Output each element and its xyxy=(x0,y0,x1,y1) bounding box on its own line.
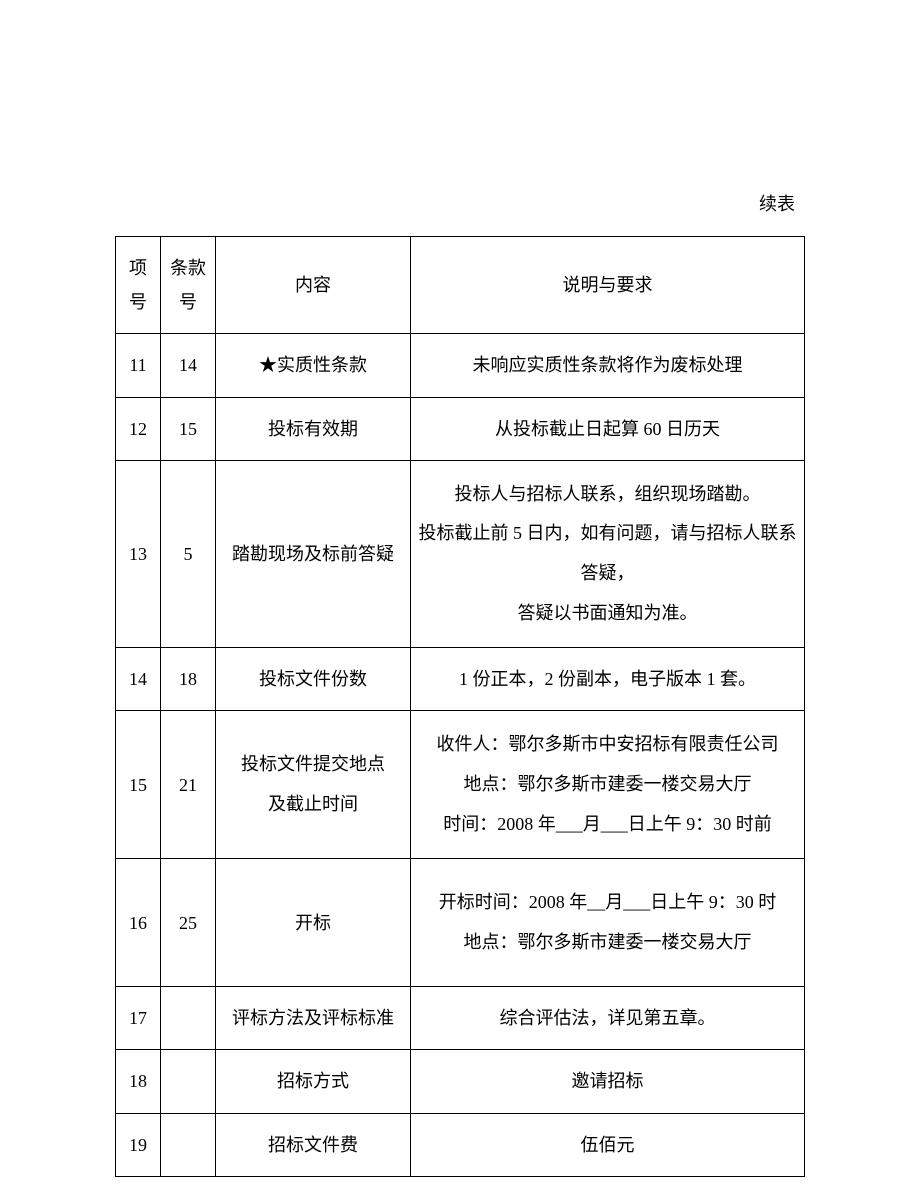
cell-content: 评标方法及评标标准 xyxy=(216,987,411,1050)
cell-description: 伍佰元 xyxy=(411,1113,805,1176)
cell-item-number: 11 xyxy=(116,334,161,397)
table-row: 14 18 投标文件份数 1 份正本，2 份副本，电子版本 1 套。 xyxy=(116,648,805,711)
content-line: 及截止时间 xyxy=(222,785,404,825)
cell-item-number: 14 xyxy=(116,648,161,711)
cell-clause-number: 14 xyxy=(161,334,216,397)
cell-description: 从投标截止日起算 60 日历天 xyxy=(411,397,805,460)
description-line: 地点：鄂尔多斯市建委一楼交易大厅 xyxy=(417,923,798,963)
cell-clause-number: 25 xyxy=(161,859,216,987)
cell-item-number: 16 xyxy=(116,859,161,987)
table-row: 11 14 ★实质性条款 未响应实质性条款将作为废标处理 xyxy=(116,334,805,397)
table-row: 15 21 投标文件提交地点 及截止时间 收件人：鄂尔多斯市中安招标有限责任公司… xyxy=(116,711,805,859)
cell-clause-number: 5 xyxy=(161,460,216,647)
cell-description: 1 份正本，2 份副本，电子版本 1 套。 xyxy=(411,648,805,711)
description-line: 地点：鄂尔多斯市建委一楼交易大厅 xyxy=(417,765,798,805)
cell-content: 招标方式 xyxy=(216,1050,411,1113)
cell-description: 综合评估法，详见第五章。 xyxy=(411,987,805,1050)
cell-item-number: 18 xyxy=(116,1050,161,1113)
description-line: 开标时间：2008 年__月___日上午 9：30 时 xyxy=(417,883,798,923)
table-row: 13 5 踏勘现场及标前答疑 投标人与招标人联系，组织现场踏勘。 投标截止前 5… xyxy=(116,460,805,647)
description-line: 时间：2008 年___月___日上午 9：30 时前 xyxy=(417,805,798,845)
cell-clause-number: 15 xyxy=(161,397,216,460)
cell-content: 招标文件费 xyxy=(216,1113,411,1176)
cell-clause-number xyxy=(161,1050,216,1113)
description-line: 收件人：鄂尔多斯市中安招标有限责任公司 xyxy=(417,725,798,765)
cell-content: 投标文件份数 xyxy=(216,648,411,711)
cell-clause-number xyxy=(161,1113,216,1176)
cell-item-number: 12 xyxy=(116,397,161,460)
cell-clause-number xyxy=(161,987,216,1050)
table-row: 17 评标方法及评标标准 综合评估法，详见第五章。 xyxy=(116,987,805,1050)
header-content: 内容 xyxy=(216,237,411,334)
table-row: 18 招标方式 邀请招标 xyxy=(116,1050,805,1113)
cell-content: 投标有效期 xyxy=(216,397,411,460)
content-line: 投标文件提交地点 xyxy=(222,745,404,785)
description-line: 投标截止前 5 日内，如有问题，请与招标人联系答疑， xyxy=(417,514,798,593)
cell-item-number: 17 xyxy=(116,987,161,1050)
description-line: 答疑以书面通知为准。 xyxy=(417,594,798,634)
cell-item-number: 13 xyxy=(116,460,161,647)
header-description: 说明与要求 xyxy=(411,237,805,334)
cell-description: 投标人与招标人联系，组织现场踏勘。 投标截止前 5 日内，如有问题，请与招标人联… xyxy=(411,460,805,647)
header-clause-number: 条款号 xyxy=(161,237,216,334)
bid-requirements-table: 项号 条款号 内容 说明与要求 11 14 ★实质性条款 未响应实质性条款将作为… xyxy=(115,236,805,1177)
cell-clause-number: 18 xyxy=(161,648,216,711)
cell-description: 邀请招标 xyxy=(411,1050,805,1113)
table-header-row: 项号 条款号 内容 说明与要求 xyxy=(116,237,805,334)
cell-description: 收件人：鄂尔多斯市中安招标有限责任公司 地点：鄂尔多斯市建委一楼交易大厅 时间：… xyxy=(411,711,805,859)
cell-clause-number: 21 xyxy=(161,711,216,859)
continuation-label: 续表 xyxy=(115,190,805,216)
cell-content: 踏勘现场及标前答疑 xyxy=(216,460,411,647)
cell-description: 开标时间：2008 年__月___日上午 9：30 时 地点：鄂尔多斯市建委一楼… xyxy=(411,859,805,987)
cell-content: ★实质性条款 xyxy=(216,334,411,397)
page-content: 续表 项号 条款号 内容 说明与要求 11 14 ★实质性条款 未响应实质性条款… xyxy=(0,0,920,1177)
cell-description: 未响应实质性条款将作为废标处理 xyxy=(411,334,805,397)
cell-content: 投标文件提交地点 及截止时间 xyxy=(216,711,411,859)
description-line: 投标人与招标人联系，组织现场踏勘。 xyxy=(417,475,798,515)
table-row: 12 15 投标有效期 从投标截止日起算 60 日历天 xyxy=(116,397,805,460)
header-item-number: 项号 xyxy=(116,237,161,334)
cell-item-number: 15 xyxy=(116,711,161,859)
table-row: 16 25 开标 开标时间：2008 年__月___日上午 9：30 时 地点：… xyxy=(116,859,805,987)
cell-content: 开标 xyxy=(216,859,411,987)
table-row: 19 招标文件费 伍佰元 xyxy=(116,1113,805,1176)
cell-item-number: 19 xyxy=(116,1113,161,1176)
